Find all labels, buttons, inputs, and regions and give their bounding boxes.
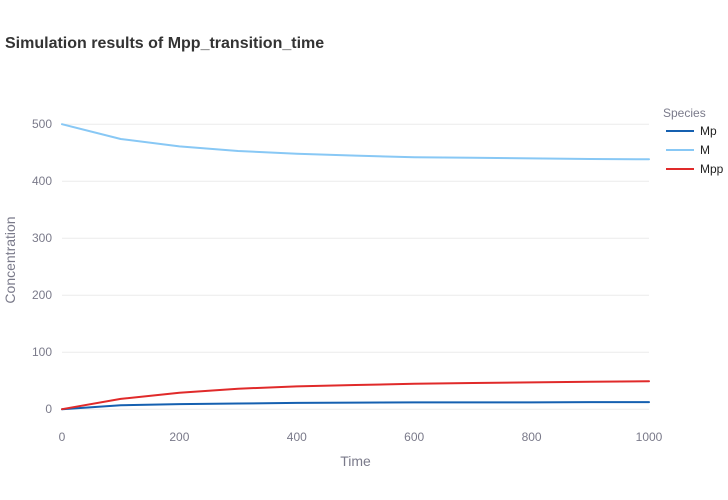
x-tick-label: 600 [404, 430, 424, 444]
legend-item-m[interactable]: M [666, 143, 710, 157]
series-line-mpp [61, 380, 650, 411]
x-axis-title: Time [340, 453, 371, 469]
x-axis-ticks: 0 200 400 600 800 1000 [59, 430, 663, 444]
legend-title: Species [663, 106, 706, 120]
grid [62, 123, 649, 410]
legend-item-mpp[interactable]: Mpp [666, 162, 724, 176]
chart-title: Simulation results of Mpp_transition_tim… [5, 35, 325, 52]
legend[interactable]: Species Mp M Mpp [663, 106, 724, 176]
series-line-mp [61, 401, 650, 411]
x-tick-label: 200 [169, 430, 189, 444]
legend-label: Mpp [700, 162, 724, 176]
legend-label: Mp [700, 124, 717, 138]
x-tick-label: 1000 [636, 430, 663, 444]
x-tick-label: 400 [287, 430, 307, 444]
y-tick-label: 0 [45, 402, 52, 416]
x-tick-label: 800 [522, 430, 542, 444]
series-line-m [61, 123, 650, 161]
series-lines [61, 123, 650, 411]
legend-label: M [700, 143, 710, 157]
legend-item-mp[interactable]: Mp [666, 124, 717, 138]
x-tick-label: 0 [59, 430, 66, 444]
y-tick-label: 200 [32, 288, 52, 302]
y-tick-label: 300 [32, 231, 52, 245]
y-axis-ticks: 0 100 200 300 400 500 [32, 117, 52, 416]
y-axis-title: Concentration [2, 216, 18, 303]
y-tick-label: 400 [32, 174, 52, 188]
y-tick-label: 100 [32, 345, 52, 359]
y-tick-label: 500 [32, 117, 52, 131]
